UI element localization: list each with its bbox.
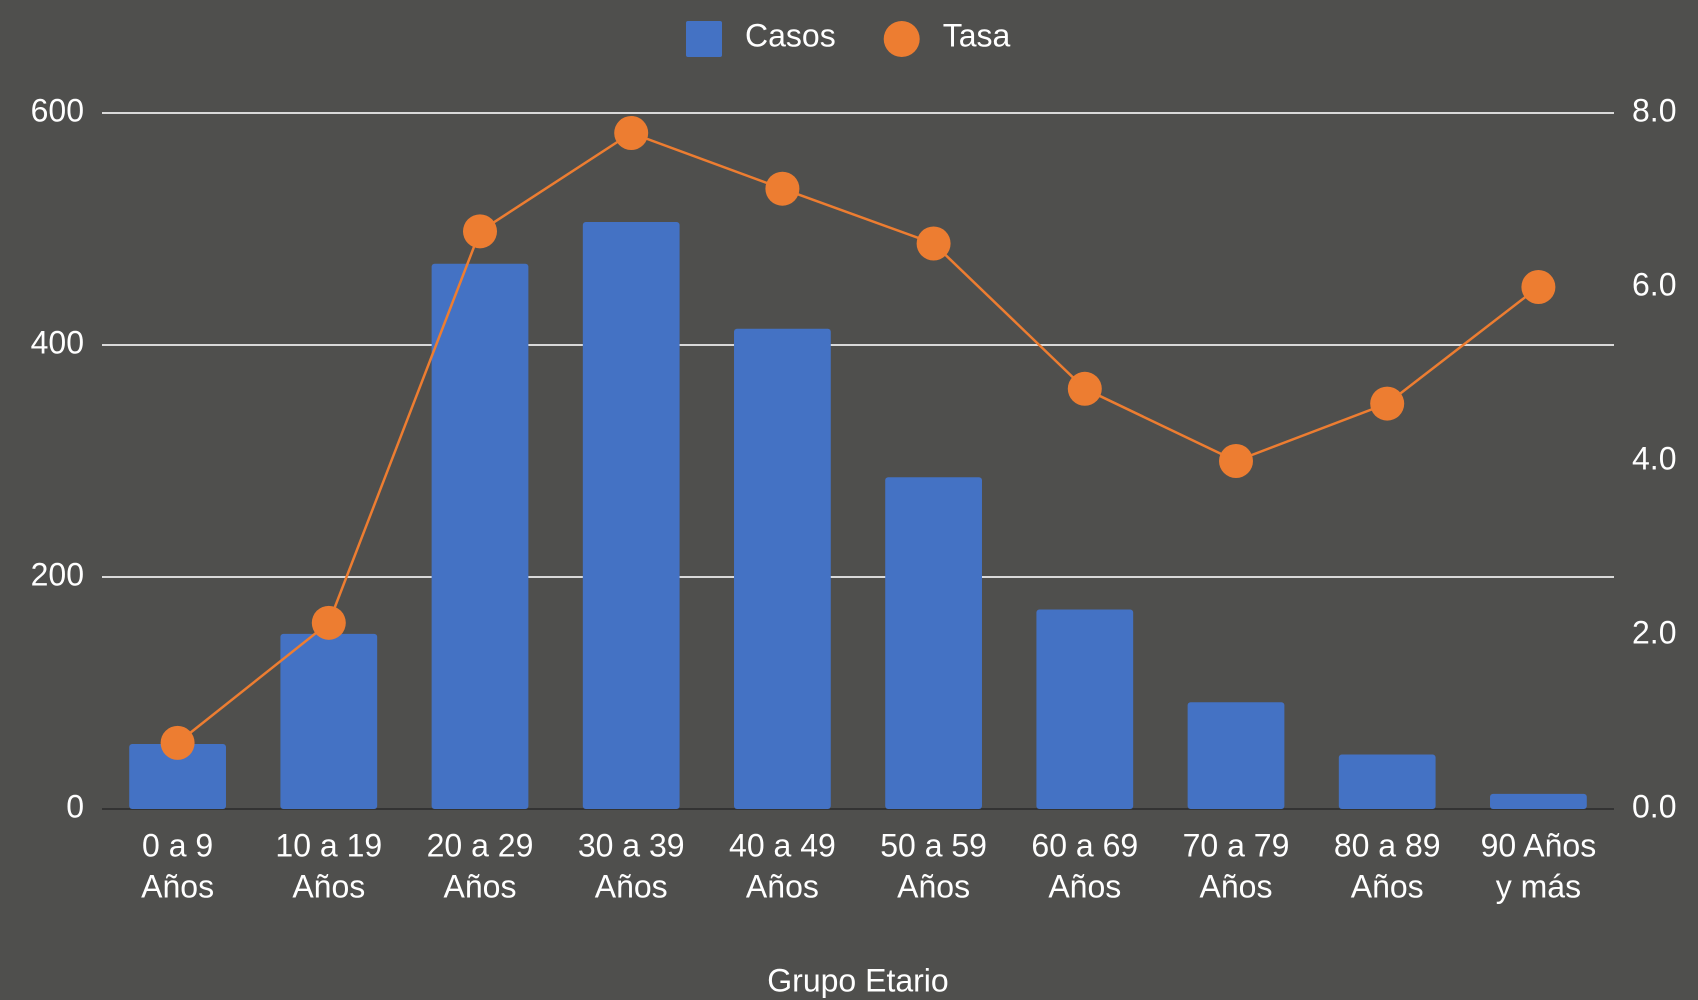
- x-tick-label: 30 a 39: [578, 827, 685, 863]
- bar: [431, 263, 529, 809]
- point: [1067, 371, 1102, 406]
- x-tick-label: Años: [444, 868, 517, 904]
- legend-label: Tasa: [943, 17, 1011, 53]
- x-tick-label: y más: [1496, 868, 1581, 904]
- legend-label: Casos: [745, 17, 836, 53]
- y2-tick-label: 0.0: [1632, 788, 1676, 824]
- legend-swatch: [883, 21, 920, 57]
- x-tick-label: Años: [897, 868, 970, 904]
- legend-swatch: [686, 21, 722, 57]
- y-tick-label: 0: [66, 788, 84, 824]
- bar: [1338, 754, 1436, 809]
- bar: [1490, 793, 1587, 809]
- point: [311, 605, 346, 640]
- bar: [734, 328, 831, 809]
- x-tick-label: 20 a 29: [427, 827, 534, 863]
- bar: [1187, 702, 1285, 809]
- bar: [885, 477, 982, 809]
- x-tick-label: Años: [141, 868, 214, 904]
- bar: [1036, 609, 1134, 809]
- x-tick-label: 70 a 79: [1183, 827, 1290, 863]
- x-tick-label: 0 a 9: [142, 827, 213, 863]
- bar: [280, 633, 378, 809]
- point: [160, 725, 195, 760]
- bar: [582, 222, 680, 810]
- x-tick-label: 60 a 69: [1031, 827, 1138, 863]
- x-tick-label: 40 a 49: [729, 827, 836, 863]
- point: [916, 226, 951, 261]
- point: [614, 116, 649, 151]
- y2-tick-label: 8.0: [1632, 92, 1676, 128]
- x-tick-label: 10 a 19: [275, 827, 382, 863]
- x-tick-label: 90 Años: [1481, 827, 1597, 863]
- y-tick-label: 400: [31, 324, 84, 360]
- point: [1370, 386, 1405, 421]
- y2-tick-label: 6.0: [1632, 266, 1676, 302]
- x-tick-label: Años: [595, 868, 668, 904]
- x-tick-label: 50 a 59: [880, 827, 987, 863]
- x-tick-label: 80 a 89: [1334, 827, 1441, 863]
- point: [1521, 270, 1556, 304]
- line: [176, 131, 1540, 744]
- x-tick-label: Años: [1351, 868, 1424, 904]
- x-axis-label: Grupo Etario: [767, 962, 948, 998]
- point: [463, 214, 497, 249]
- x-tick-label: Años: [292, 868, 365, 904]
- x-tick-label: Años: [746, 868, 819, 904]
- y2-tick-label: 2.0: [1632, 614, 1676, 650]
- x-tick-label: Años: [1048, 868, 1121, 904]
- y-tick-label: 200: [31, 556, 84, 592]
- point: [765, 171, 800, 206]
- bar: [129, 744, 226, 809]
- y-tick-label: 600: [31, 92, 84, 128]
- y2-tick-label: 4.0: [1632, 440, 1676, 476]
- x-tick-label: Años: [1200, 868, 1273, 904]
- point: [1219, 444, 1253, 478]
